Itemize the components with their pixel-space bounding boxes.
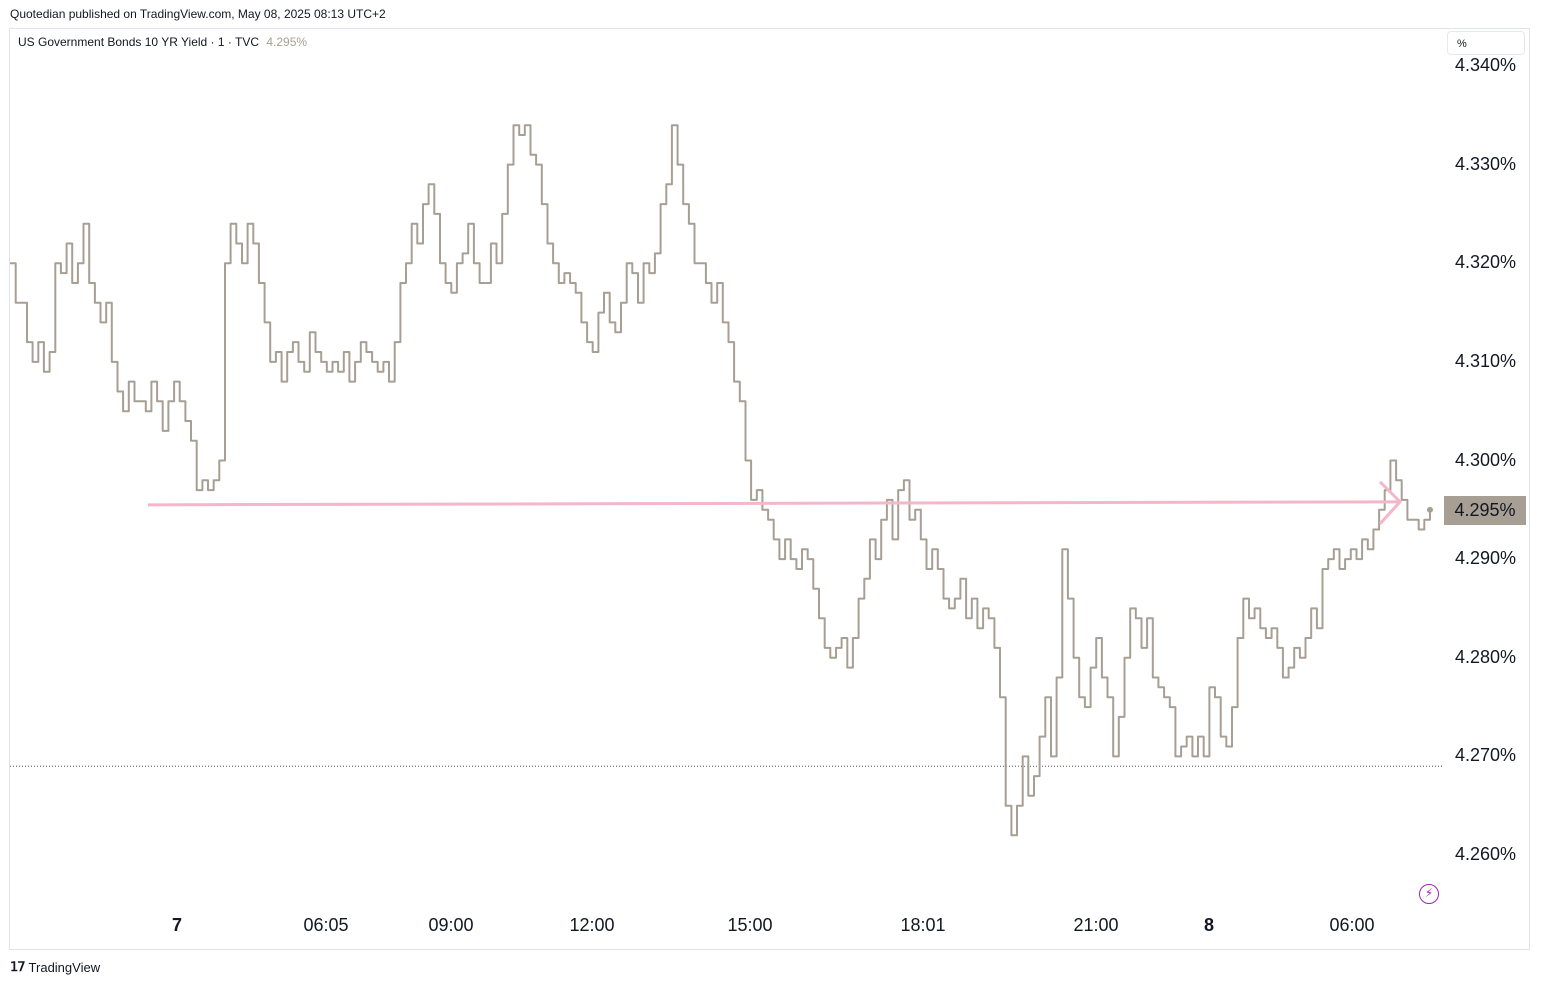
tradingview-brand[interactable]: 𝟣𝟩 TradingView [10, 959, 100, 975]
price-tick-label: 4.290% [1455, 548, 1517, 569]
last-point-marker [1427, 506, 1433, 513]
unit-selector[interactable]: % [1447, 31, 1525, 55]
brand-label: TradingView [28, 959, 101, 975]
price-tick-label: 4.260% [1455, 844, 1517, 864]
arrow-layer [147, 480, 1403, 525]
arrow-head [1378, 480, 1403, 525]
time-tick-label: 06:05 [303, 915, 349, 935]
time-tick-label: 7 [171, 915, 183, 935]
time-tick-label: 8 [1203, 915, 1215, 935]
legend-last-value: 4.295% [266, 35, 308, 49]
time-tick-label: 21:00 [1073, 915, 1119, 935]
time-tick-label: 06:00 [1329, 915, 1375, 935]
last-price-badge: 4.295% [1444, 496, 1526, 525]
time-tick-label: 15:00 [727, 915, 773, 935]
price-tick-label: 4.300% [1455, 449, 1517, 470]
published-caption: Quotedian published on TradingView.com, … [10, 7, 386, 21]
symbol-legend[interactable]: US Government Bonds 10 YR Yield · 1 · TV… [18, 35, 307, 49]
symbol-title: US Government Bonds 10 YR Yield · 1 · TV… [18, 35, 260, 49]
chart-pane[interactable] [9, 28, 1530, 950]
arrow-line [147, 500, 1399, 507]
price-tick-label: 4.330% [1455, 153, 1517, 174]
yield-series-line [10, 124, 1431, 837]
price-tick-label: 4.270% [1455, 745, 1517, 766]
lightning-icon[interactable]: ⚡ [1419, 884, 1439, 904]
series-layer [10, 124, 1442, 837]
tradingview-logo-icon: 𝟣𝟩 [10, 959, 26, 974]
price-tick-label: 4.280% [1455, 646, 1517, 667]
price-tick-label: 4.320% [1455, 252, 1517, 273]
price-tick-label: 4.340% [1455, 55, 1517, 75]
time-tick-label: 09:00 [428, 915, 474, 935]
price-tick-label: 4.310% [1455, 350, 1517, 371]
time-tick-label: 12:00 [569, 915, 615, 935]
time-tick-label: 18:01 [900, 915, 946, 935]
